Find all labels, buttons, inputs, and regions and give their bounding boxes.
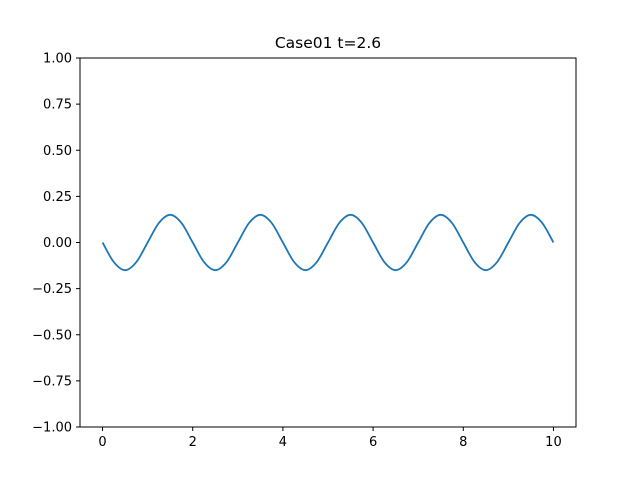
x-tick-label: 6 <box>369 435 377 450</box>
y-tick-label: 1.00 <box>43 52 72 67</box>
axis-layer: 0 2 4 6 8 10 −1.00 −0.75 −0.50 −0.25 0.00 0.25 0.50 0… <box>32 52 577 450</box>
y-tick-label: 0.00 <box>43 236 72 251</box>
y-tick-label: 0.25 <box>43 190 72 205</box>
plot-layer <box>101 213 555 272</box>
x-tick-label: 4 <box>279 435 287 450</box>
series-line-0 <box>101 213 555 272</box>
x-tick-label: 8 <box>459 435 467 450</box>
y-tick-label: −0.75 <box>32 374 72 389</box>
y-tick-label: −1.00 <box>32 421 72 436</box>
y-tick-label: 0.75 <box>43 98 72 113</box>
y-tick-label: 0.50 <box>43 144 72 159</box>
y-tick-label: −0.50 <box>32 328 72 343</box>
x-tick-label: 10 <box>545 435 562 450</box>
x-tick-label: 0 <box>98 435 106 450</box>
x-tick-label: 2 <box>189 435 197 450</box>
y-tick-label: −0.25 <box>32 282 72 297</box>
chart-title: Case01 t=2.6 <box>275 34 381 52</box>
